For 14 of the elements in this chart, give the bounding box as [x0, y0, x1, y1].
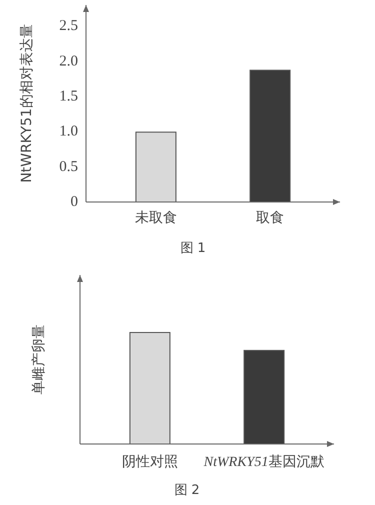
y-tick-label: 2.5 — [59, 18, 78, 34]
y-tick-label: 0.5 — [59, 158, 78, 175]
x-tick-label: NtWRKY51基因沉默 — [202, 454, 324, 470]
text: 图 1 — [180, 241, 206, 256]
y-tick-label: 0 — [70, 194, 78, 210]
y-axis-title: 单雌产卵量 — [30, 324, 47, 394]
x-tick-label: 阴性对照 — [122, 454, 178, 470]
x-tick-label: 取食 — [256, 210, 284, 226]
y-axis-title: NtWRKY51的相对表达量 — [18, 24, 35, 183]
y-tick-label: 1.0 — [59, 124, 78, 140]
text: 图 2 — [174, 483, 200, 498]
x-tick-label: 未取食 — [134, 210, 177, 226]
y-tick-label: 1.5 — [59, 88, 78, 104]
y-tick-label: 2.0 — [59, 53, 78, 70]
